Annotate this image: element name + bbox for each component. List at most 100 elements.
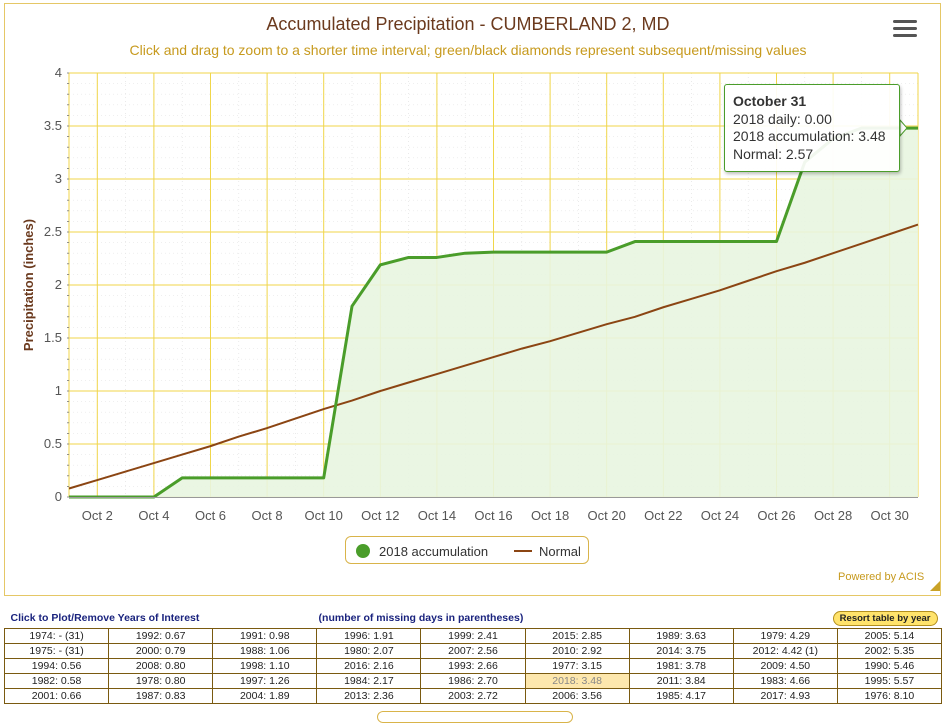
year-cell[interactable]: 1984: 2.17 (316, 673, 422, 689)
table-header-row: Click to Plot/Remove Years of Interest (… (5, 608, 942, 629)
year-cell[interactable]: 1980: 2.07 (316, 643, 422, 659)
year-cell[interactable]: 1997: 1.26 (212, 673, 318, 689)
year-cell[interactable]: 1974: - (31) (3, 628, 110, 644)
chart-title: Accumulated Precipitation - CUMBERLAND 2… (266, 14, 669, 34)
table-row: 1994: 0.56 2008: 0.80 1998: 1.10 2016: 2.16… (3, 658, 943, 674)
tooltip-normal: Normal: 2.57 (733, 145, 814, 162)
y-tick-label: 2.5 (44, 224, 62, 239)
legend: 2018 accumulation Normal (345, 536, 589, 564)
tooltip-pointer (899, 118, 908, 138)
year-cell[interactable]: 1981: 3.78 (628, 658, 734, 674)
plot-area[interactable] (68, 126, 919, 499)
legend-normal-label[interactable]: Normal (539, 544, 581, 559)
x-tick-label: Oct 24 (701, 508, 739, 523)
table-row: 1982: 0.58 1978: 0.80 1997: 1.26 1984: 2.17… (3, 673, 943, 689)
x-tick-label: Oct 10 (305, 508, 343, 523)
year-cell[interactable]: 2014: 3.75 (628, 643, 734, 659)
year-cell[interactable]: 2018: 3.48 (524, 673, 630, 689)
year-cell[interactable]: 1987: 0.83 (108, 688, 214, 704)
year-cell[interactable]: 2002: 5.35 (836, 643, 943, 659)
year-cell[interactable]: 1975: - (31) (3, 643, 110, 659)
x-tick-label: Oct 2 (82, 508, 113, 523)
tooltip-daily: 2018 daily: 0.00 (733, 110, 832, 127)
year-cell[interactable]: 1996: 1.91 (316, 628, 422, 644)
y-tick-label: 4 (55, 65, 62, 80)
year-cell[interactable]: 2011: 3.84 (628, 673, 734, 689)
x-tick-label: Oct 8 (252, 508, 283, 523)
x-tick-label: Oct 28 (814, 508, 852, 523)
chart-subtitle: Click and drag to zoom to a shorter time… (129, 42, 806, 58)
x-tick-label: Oct 26 (757, 508, 795, 523)
resize-handle-icon[interactable] (930, 581, 940, 591)
x-tick-label: Oct 20 (588, 508, 626, 523)
year-cell[interactable]: 2004: 1.89 (212, 688, 318, 704)
year-cell[interactable]: 1991: 0.98 (212, 628, 318, 644)
year-cell[interactable]: 2016: 2.16 (316, 658, 422, 674)
hamburger-menu-icon[interactable] (893, 20, 917, 40)
y-tick-label: 0 (55, 489, 62, 504)
year-cell[interactable]: 2003: 2.72 (420, 688, 526, 704)
year-cell[interactable]: 1977: 3.15 (524, 658, 630, 674)
year-cell[interactable]: 1988: 1.06 (212, 643, 318, 659)
year-cell[interactable]: 1998: 1.10 (212, 658, 318, 674)
year-cell[interactable]: 1976: 8.10 (836, 688, 943, 704)
tooltip-date: October 31 (733, 93, 807, 109)
y-tick-label: 1.5 (44, 330, 62, 345)
year-cell[interactable]: 1995: 5.57 (836, 673, 943, 689)
year-cell[interactable]: 2010: 2.92 (524, 643, 630, 659)
year-cell[interactable]: 1985: 4.17 (628, 688, 734, 704)
year-cell[interactable]: 1993: 2.66 (420, 658, 526, 674)
years-table: Click to Plot/Remove Years of Interest (… (3, 608, 943, 704)
year-cell[interactable]: 1990: 5.46 (836, 658, 943, 674)
table-row: 1974: - (31) 1992: 0.67 1991: 0.98 1996: 1.… (3, 628, 943, 644)
year-cell[interactable]: 2009: 4.50 (732, 658, 838, 674)
y-axis-label: Precipitation (inches) (21, 219, 36, 351)
year-cell[interactable]: 2012: 4.42 (1) (732, 643, 838, 659)
year-cell[interactable]: 2013: 2.36 (316, 688, 422, 704)
x-tick-label: Oct 18 (531, 508, 569, 523)
year-cell[interactable]: 1979: 4.29 (732, 628, 838, 644)
precipitation-chart[interactable]: Accumulated Precipitation - CUMBERLAND 2… (0, 0, 946, 600)
year-cell[interactable]: 2015: 2.85 (524, 628, 630, 644)
tooltip-accum: 2018 accumulation: 3.48 (733, 128, 886, 144)
y-tick-label: 3 (55, 171, 62, 186)
y-tick-label: 1 (55, 383, 62, 398)
x-tick-label: Oct 14 (418, 508, 456, 523)
year-cell[interactable]: 2001: 0.66 (3, 688, 110, 704)
year-cell[interactable]: 1986: 2.70 (420, 673, 526, 689)
year-cell[interactable]: 2006: 3.56 (524, 688, 630, 704)
y-tick-label: 0.5 (44, 436, 62, 451)
year-cell[interactable]: 1994: 0.56 (3, 658, 110, 674)
year-cell[interactable]: 2005: 5.14 (836, 628, 943, 644)
y-tick-label: 2 (55, 277, 62, 292)
table-header-note: (number of missing days in parentheses) (318, 612, 524, 624)
resort-table-button[interactable]: Resort table by year (832, 610, 938, 626)
year-cell[interactable]: 1992: 0.67 (108, 628, 214, 644)
year-cell[interactable]: 2000: 0.79 (108, 643, 214, 659)
table-header-spacer (629, 608, 733, 629)
x-tick-label: Oct 6 (195, 508, 226, 523)
bottom-panel-tab[interactable] (377, 711, 573, 723)
year-cell[interactable]: 1983: 4.66 (732, 673, 838, 689)
accumulation-area (69, 128, 918, 497)
x-tick-label: Oct 30 (871, 508, 909, 523)
x-tick-label: Oct 12 (361, 508, 399, 523)
year-cell[interactable]: 1978: 0.80 (108, 673, 214, 689)
axes: 0 0.5 1 1.5 2 2.5 3 3.5 4 Oct 2 Oct 4 Oct 6 Oct 8 Oct… (44, 65, 918, 523)
year-cell[interactable]: 1999: 2.41 (420, 628, 526, 644)
accumulation-series-line[interactable] (69, 126, 918, 499)
credit-link[interactable]: Powered by ACIS (838, 571, 925, 583)
year-cell[interactable]: 2017: 4.93 (732, 688, 838, 704)
y-tick-label: 3.5 (44, 118, 62, 133)
x-tick-label: Oct 4 (138, 508, 169, 523)
year-cell[interactable]: 2007: 2.56 (420, 643, 526, 659)
data-tooltip: October 31 2018 daily: 0.00 2018 accumul… (724, 84, 900, 172)
table-header-left: Click to Plot/Remove Years of Interest (10, 612, 200, 624)
normal-series-line[interactable] (68, 223, 919, 490)
x-tick-label: Oct 22 (644, 508, 682, 523)
year-cell[interactable]: 2008: 0.80 (108, 658, 214, 674)
year-cell[interactable]: 1989: 3.63 (628, 628, 734, 644)
legend-accum-label[interactable]: 2018 accumulation (379, 544, 488, 559)
legend-accum-marker[interactable] (356, 544, 370, 558)
year-cell[interactable]: 1982: 0.58 (3, 673, 110, 689)
